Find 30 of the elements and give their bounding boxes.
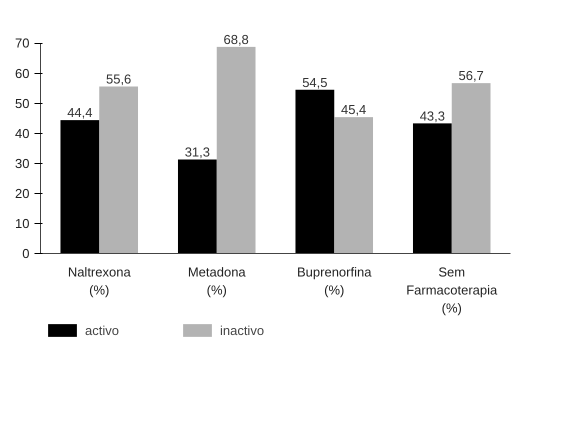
data-label: 56,7 — [458, 68, 484, 84]
x-tick-label: Naltrexona (%) — [68, 264, 132, 298]
y-tick-label: 70 — [15, 36, 30, 51]
legend-label: inactivo — [220, 322, 264, 338]
legend-label: activo — [85, 322, 119, 338]
bar — [216, 46, 256, 254]
data-label: 54,5 — [302, 74, 328, 90]
y-tick-label: 40 — [15, 126, 30, 141]
bar — [412, 123, 452, 254]
y-tick-label: 0 — [22, 246, 30, 261]
y-tick-label: 30 — [15, 156, 30, 171]
data-label: 68,8 — [223, 32, 249, 47]
y-tick-label: 50 — [15, 96, 30, 111]
data-label: 55,6 — [106, 71, 132, 86]
y-tick-label: 10 — [15, 216, 30, 231]
x-tick-label: Buprenorfina (%) — [297, 264, 372, 298]
data-label: 45,4 — [340, 102, 366, 118]
x-tick-label: Sem Farmacoterapia (%) — [406, 264, 498, 316]
data-label: 31,3 — [184, 144, 210, 160]
x-tick-label: Metadona (%) — [188, 264, 246, 298]
bar — [452, 83, 491, 254]
bar — [295, 90, 334, 254]
y-tick-label: 60 — [15, 66, 30, 81]
y-tick-label: 20 — [15, 186, 30, 201]
data-label: 44,4 — [67, 105, 93, 120]
bar — [334, 117, 374, 254]
bar — [60, 120, 100, 254]
data-label: 43,3 — [420, 108, 446, 124]
bar — [99, 86, 138, 254]
bar — [178, 159, 217, 254]
